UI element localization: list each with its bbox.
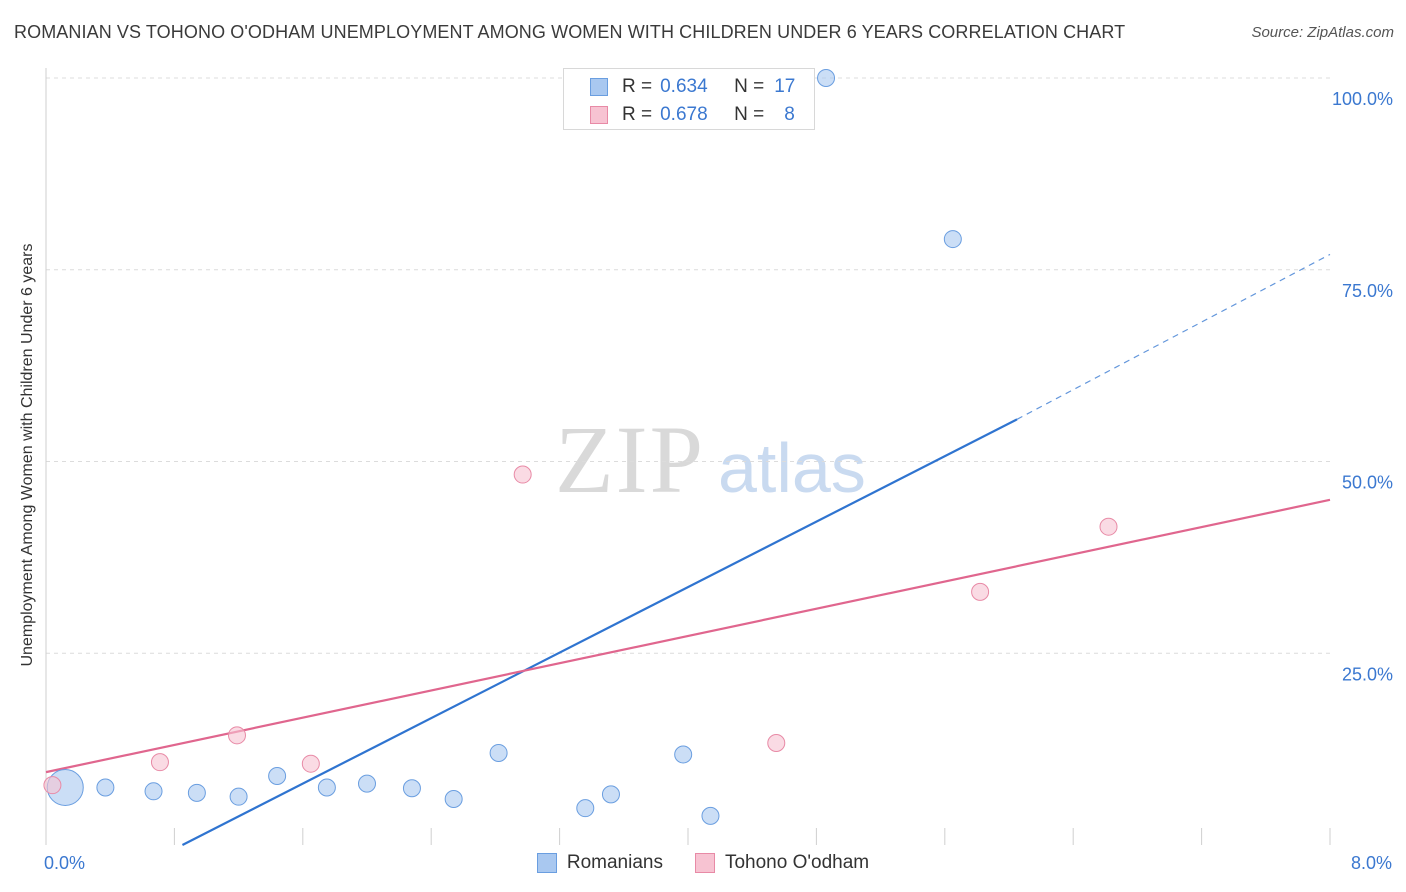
data-point bbox=[187, 783, 206, 802]
gridlines bbox=[46, 77, 1330, 654]
data-point bbox=[817, 69, 836, 87]
tick-labels: 25.0% 50.0% 75.0% 100.0% 0.0% 8.0% bbox=[44, 89, 1393, 873]
r-value: 0.634 bbox=[660, 76, 708, 97]
legend-item-romanians[interactable]: Romanians bbox=[536, 852, 663, 874]
legend-swatch-romanians bbox=[590, 78, 608, 96]
data-point bbox=[444, 789, 463, 808]
trend-line bbox=[181, 418, 1018, 846]
trend-line bbox=[45, 498, 1331, 774]
r-label: R = bbox=[622, 104, 653, 125]
data-point bbox=[317, 778, 336, 797]
data-point bbox=[489, 743, 508, 762]
data-point bbox=[971, 582, 990, 601]
axes bbox=[45, 68, 1331, 845]
data-points bbox=[43, 69, 1118, 825]
series-legend: Romanians Tohono O'odham bbox=[0, 852, 1406, 874]
y-tick-label: 75.0% bbox=[1342, 281, 1393, 301]
watermark: ZIP atlas bbox=[555, 406, 866, 513]
legend-label-tohono: Tohono O'odham bbox=[724, 852, 870, 873]
legend-item-tohono[interactable]: Tohono O'odham bbox=[694, 852, 870, 874]
legend-swatch-romanians bbox=[536, 853, 557, 873]
legend-row-tohono: R = 0.678 N = 8 bbox=[564, 101, 795, 129]
y-tick-label: 100.0% bbox=[1332, 89, 1393, 109]
legend-swatch-tohono bbox=[590, 106, 608, 124]
data-point bbox=[301, 754, 320, 773]
data-point bbox=[229, 787, 248, 806]
data-point bbox=[576, 799, 595, 818]
trend-lines bbox=[45, 253, 1331, 846]
data-point bbox=[96, 778, 115, 797]
data-point bbox=[402, 779, 421, 798]
y-tick-label: 50.0% bbox=[1342, 473, 1393, 493]
data-point bbox=[513, 465, 532, 484]
data-point bbox=[701, 806, 720, 825]
n-value: 17 bbox=[774, 76, 796, 97]
data-point bbox=[150, 753, 169, 772]
watermark-zip: ZIP bbox=[555, 406, 705, 513]
y-tick-label: 25.0% bbox=[1342, 664, 1393, 684]
n-label: N = bbox=[734, 104, 765, 125]
correlation-legend: R = 0.634 N = 17 R = 0.678 N = 8 bbox=[563, 68, 815, 130]
r-label: R = bbox=[622, 76, 653, 97]
data-point bbox=[358, 774, 376, 793]
watermark-atlas: atlas bbox=[718, 429, 866, 507]
data-point bbox=[268, 766, 287, 785]
data-point bbox=[227, 726, 246, 745]
data-point bbox=[601, 785, 620, 804]
data-point bbox=[674, 745, 693, 764]
trend-line-extension bbox=[1016, 253, 1331, 420]
r-value: 0.678 bbox=[660, 104, 708, 125]
legend-swatch-tohono bbox=[694, 853, 715, 873]
x-tick-label: 8.0% bbox=[1351, 853, 1392, 873]
data-point bbox=[1099, 517, 1118, 536]
data-point bbox=[43, 776, 62, 795]
n-value: 8 bbox=[784, 104, 795, 125]
data-point bbox=[943, 230, 962, 249]
chart-title: ROMANIAN VS TOHONO O'ODHAM UNEMPLOYMENT … bbox=[14, 22, 1126, 42]
data-point bbox=[767, 733, 786, 752]
x-tick-label: 0.0% bbox=[44, 853, 85, 873]
data-point bbox=[144, 782, 163, 801]
legend-row-romanians: R = 0.634 N = 17 bbox=[564, 73, 795, 101]
n-label: N = bbox=[734, 76, 765, 97]
source-label: Source: ZipAtlas.com bbox=[1251, 24, 1394, 41]
legend-label-romanians: Romanians bbox=[566, 852, 663, 873]
